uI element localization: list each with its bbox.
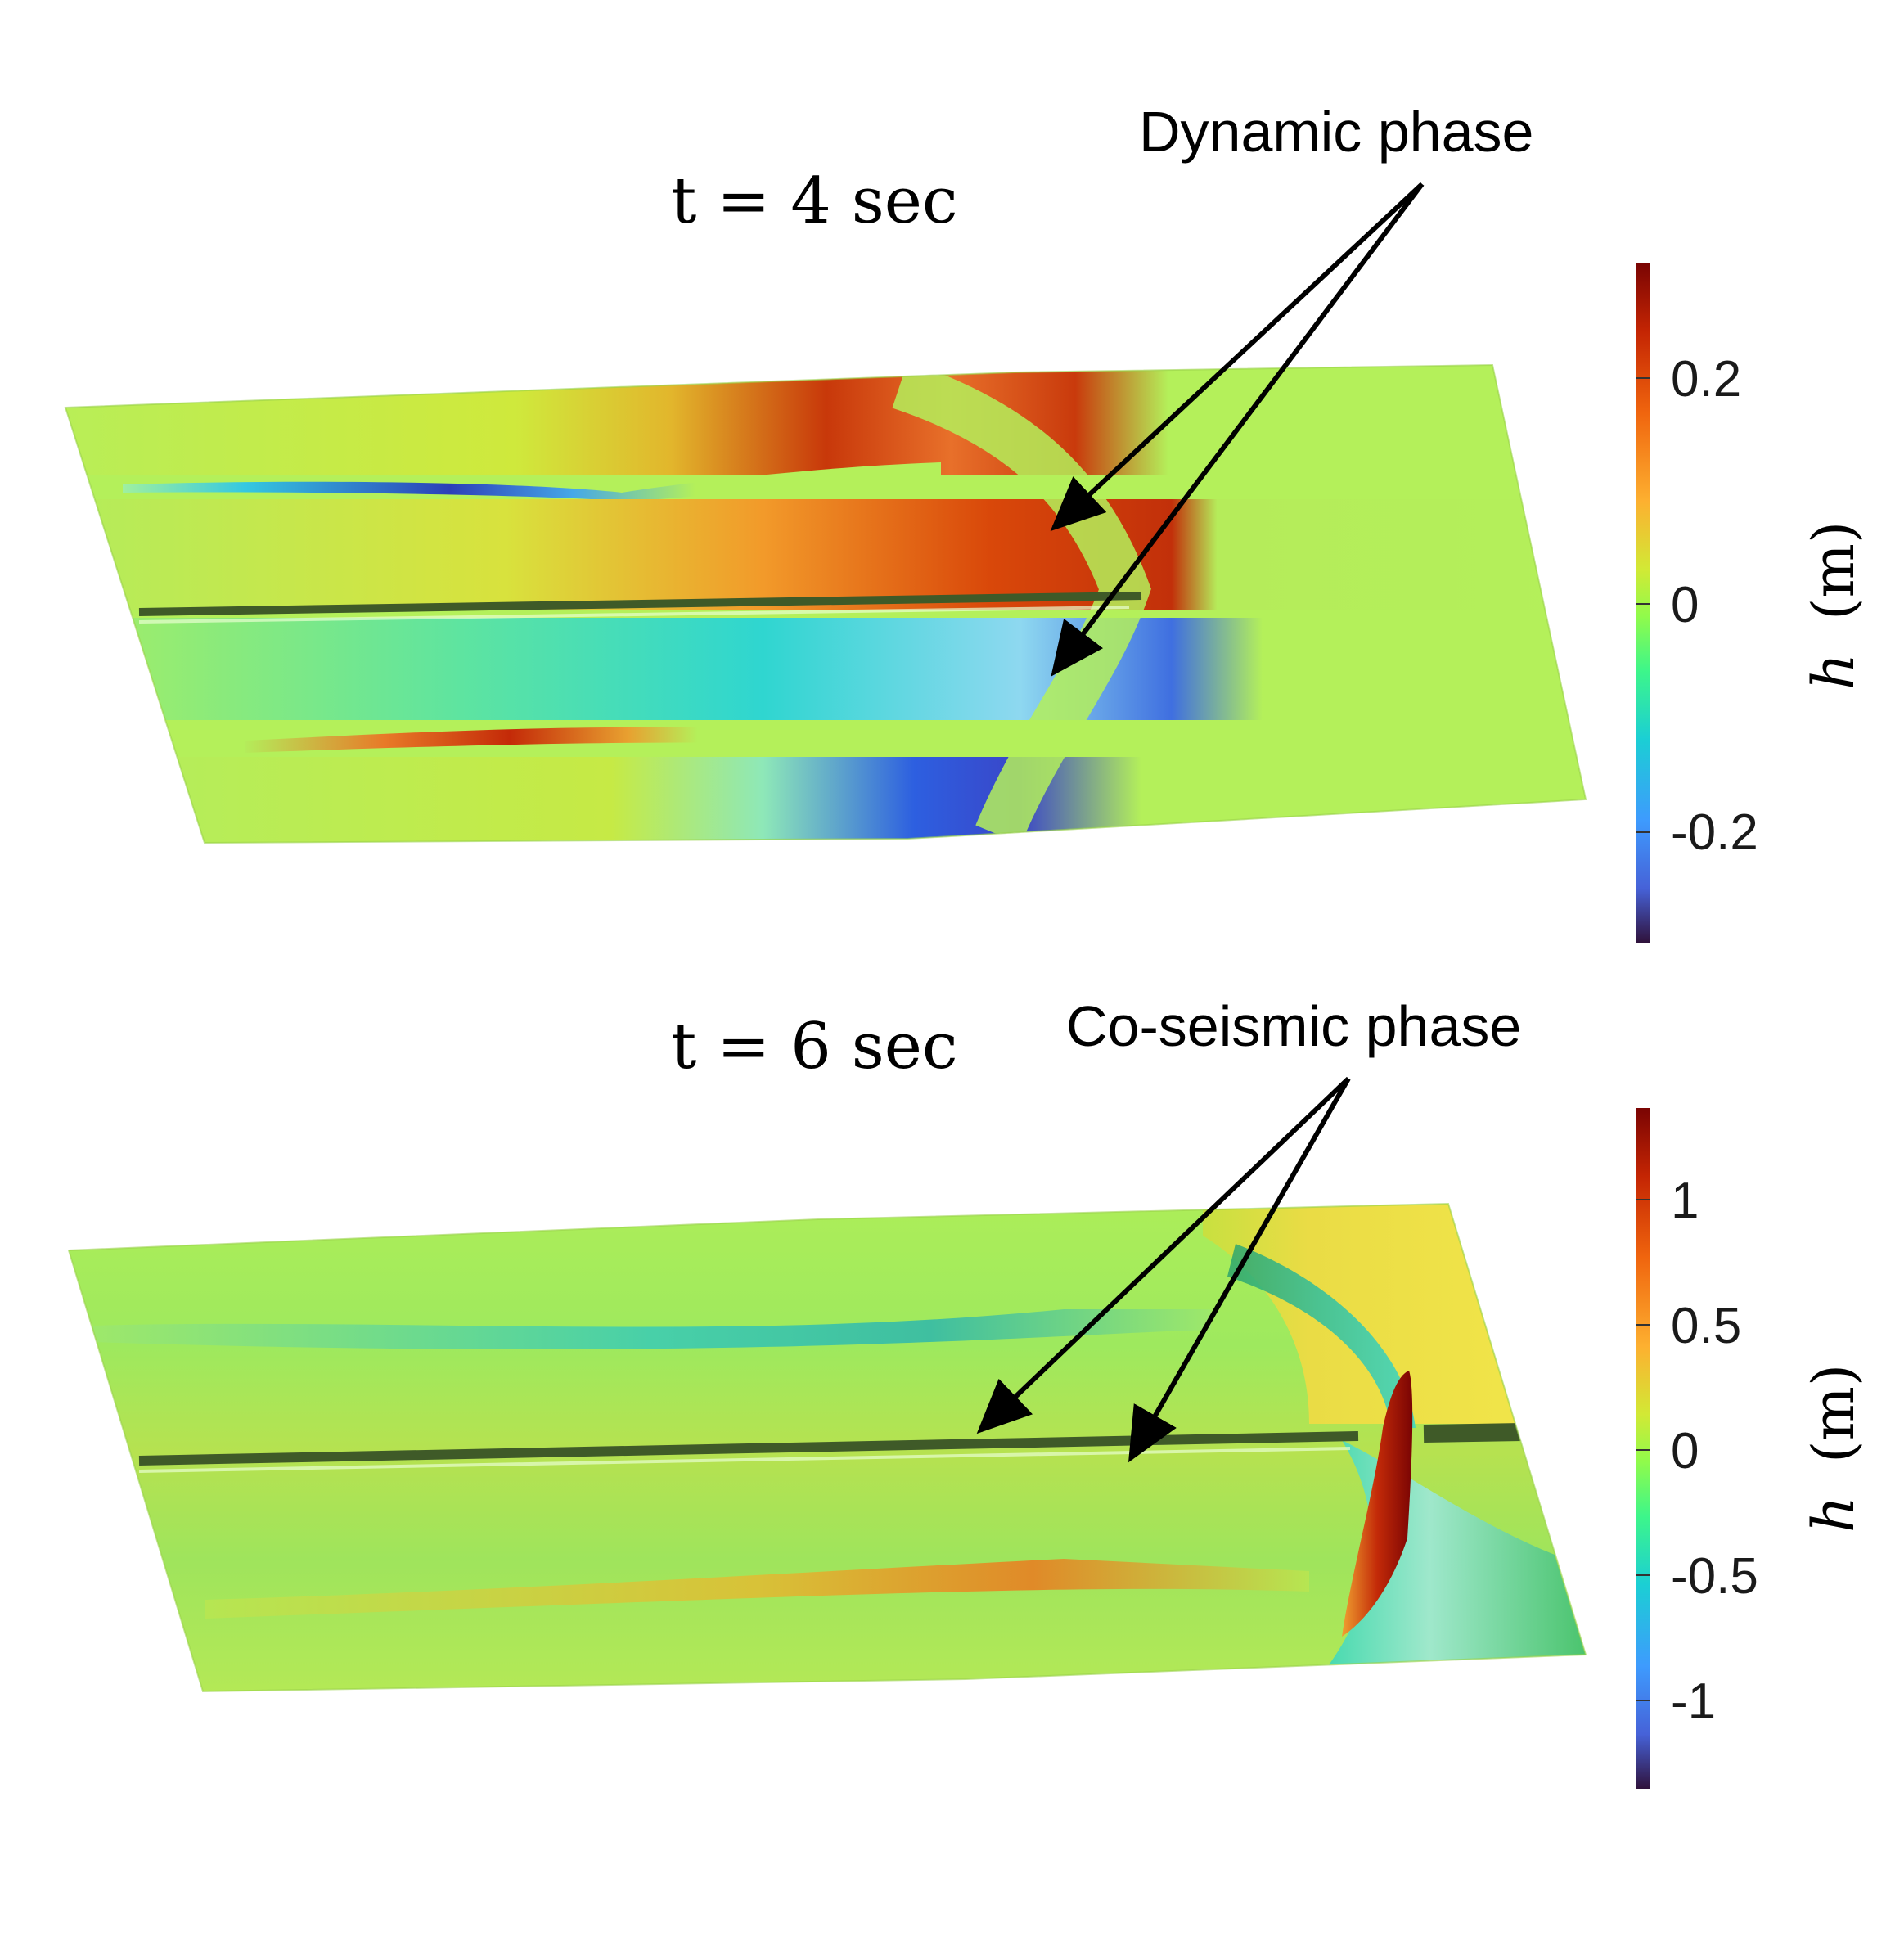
arrow-to-lower-plate [1128, 1077, 1351, 1463]
arrow-to-upper-front [1050, 182, 1425, 532]
arrow-to-upper-plate [976, 1076, 1351, 1434]
fault-trace [138, 592, 1142, 616]
surface-top-strip [65, 365, 1586, 475]
colorbar-tick-label: 0 [1671, 1423, 1699, 1479]
colorbar-tick-label: -1 [1671, 1673, 1716, 1730]
annotation-arrows [976, 1076, 1351, 1463]
colorbar-tick-label: 1 [1671, 1173, 1699, 1229]
surface-teal-band [90, 1309, 1211, 1349]
surface-bottom-strip [82, 757, 1586, 843]
colorbar-tick-label: -0.2 [1671, 804, 1758, 861]
colorbar-tick-label: 0.5 [1671, 1298, 1741, 1354]
slip-spike [1342, 1371, 1413, 1637]
surface-plot [69, 1204, 1586, 1691]
colorbar: 1 0.5 0 -0.5 -1 h (m) [1636, 1108, 1867, 1789]
colorbar-ramp [1636, 1108, 1650, 1789]
surface-lower-plate [82, 618, 1586, 720]
time-label: t = 6 sec [671, 1010, 958, 1083]
phase-annotation: Co-seismic phase [1066, 994, 1521, 1058]
phase-annotation: Dynamic phase [1139, 100, 1533, 164]
surface-outline [67, 1202, 1587, 1693]
colorbar-title-symbol: h [1800, 653, 1867, 690]
fault-highlight [138, 606, 1130, 624]
colorbar: 0.2 0 -0.2 h (m) [1636, 263, 1867, 943]
panel-t6: t = 6 sec Co-seismic phase 1 [67, 994, 1867, 1789]
wavefront-ring [1227, 1244, 1416, 1428]
colorbar-tick-label: -0.5 [1671, 1548, 1758, 1605]
colorbar-title-unit: (m) [1800, 1364, 1867, 1463]
arrow-to-lower-front [1051, 182, 1425, 677]
colorbar-title: h (m) [1800, 521, 1867, 690]
fault-trace-right [1423, 1423, 1523, 1443]
surface-plot [65, 365, 1586, 843]
time-label: t = 4 sec [671, 164, 958, 238]
colorbar-title: h (m) [1800, 1364, 1867, 1533]
surface-red-streak [245, 727, 941, 753]
colorbar-tick-label: 0.2 [1671, 351, 1741, 408]
colorbar-title-unit: (m) [1800, 521, 1867, 620]
panel-t4: t = 4 sec Dynamic phase 0.2 0 -0. [64, 100, 1867, 943]
rupture-front [892, 365, 1151, 843]
surface-upper-plate [82, 499, 1586, 610]
colorbar-title-symbol: h [1800, 1496, 1867, 1533]
colorbar-tick-label: 0 [1671, 577, 1699, 633]
annotation-arrows [1050, 182, 1425, 677]
surface-outline [64, 363, 1587, 844]
surface-orange-band [205, 1559, 1309, 1619]
surface-blue-streak [123, 462, 941, 501]
